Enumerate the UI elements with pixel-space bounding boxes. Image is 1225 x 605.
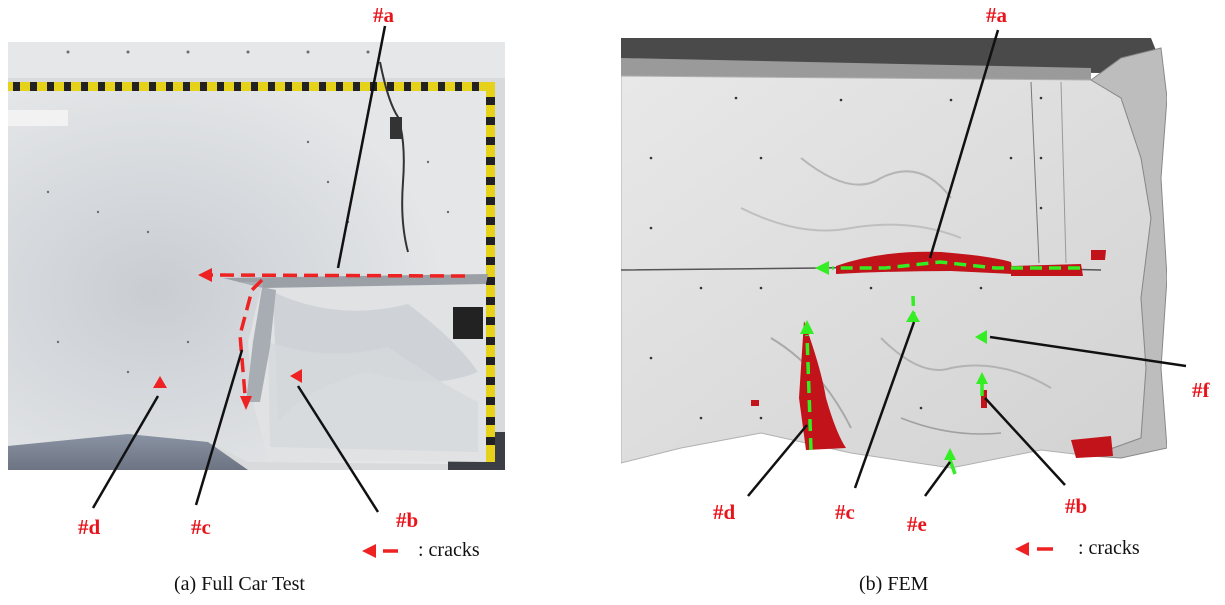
crack-arrow-b: [976, 372, 988, 384]
label-b: #b: [396, 508, 419, 532]
annotation-overlay-a: [91, 25, 466, 558]
crack-arrow-b: [290, 369, 302, 383]
caption-full-car-test: (a) Full Car Test: [174, 573, 305, 595]
annotation-overlay-b: [747, 29, 1187, 556]
tape-right: [486, 82, 495, 462]
fem-render: [621, 38, 1167, 478]
label-e: #e: [907, 512, 927, 536]
label-d: #d: [78, 515, 101, 539]
label-c: #c: [191, 515, 211, 539]
legend-cracks: : cracks: [1078, 537, 1140, 559]
crack-arrow-e: [944, 448, 956, 460]
label-a: #a: [373, 3, 394, 27]
crack-arrow-f: [975, 330, 987, 344]
panel-full-car-test: #a #b #c #d : cracks (a) Full Car Test: [0, 0, 510, 605]
label-c: #c: [835, 500, 855, 524]
label-f: #f: [1192, 378, 1210, 402]
tape-top: [8, 82, 493, 91]
label-d: #d: [713, 500, 736, 524]
panel-fem: #a #b #c #d #e #f : cracks (b) FEM: [600, 0, 1225, 605]
crack-arrow-c: [238, 278, 264, 396]
crack-arrow-d: [805, 334, 813, 451]
label-a: #a: [986, 3, 1007, 27]
caption-fem: (b) FEM: [859, 573, 929, 595]
full-car-test-photo: [8, 42, 505, 470]
crack-arrow-a: [209, 273, 466, 278]
crack-arrow-a: [832, 260, 1080, 270]
label-b: #b: [1065, 494, 1088, 518]
legend-cracks: : cracks: [418, 539, 480, 561]
crack-arrow-d: [153, 376, 167, 388]
